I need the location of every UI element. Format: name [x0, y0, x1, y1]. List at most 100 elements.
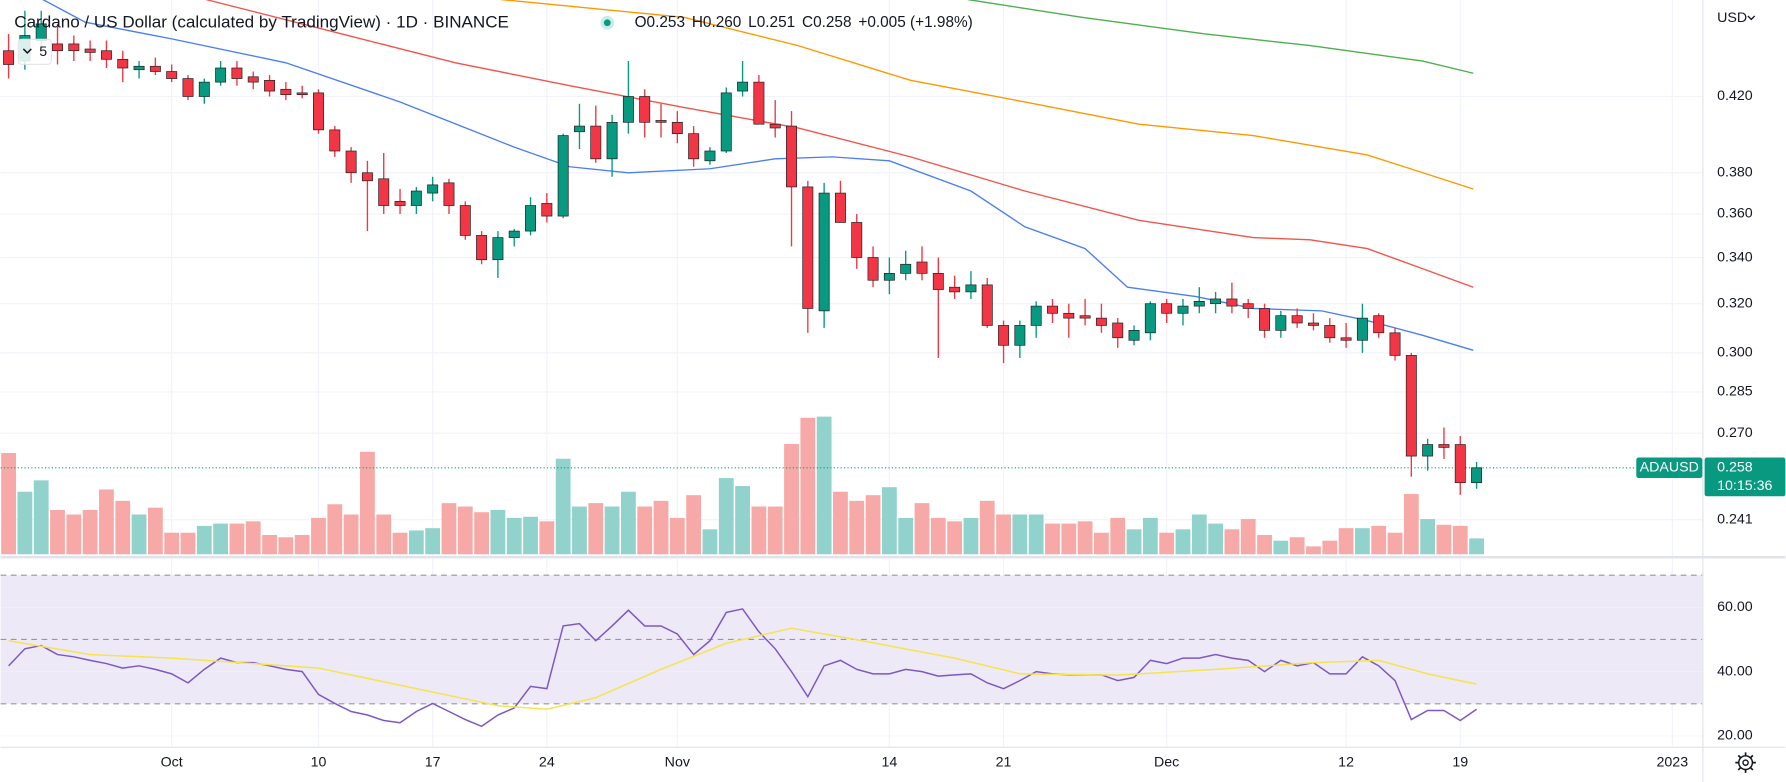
x-tick-label: Nov	[665, 754, 691, 770]
candle-body	[1275, 315, 1287, 331]
symbol-label: ADAUSD	[1640, 460, 1699, 476]
line-series	[8, 627, 1477, 710]
x-tick-label: 12	[1338, 754, 1354, 770]
volume-bar	[180, 532, 196, 555]
volume-bar	[360, 451, 375, 555]
chevron-icon	[22, 48, 32, 54]
volume-bar	[1322, 540, 1338, 555]
x-tick-label: Dec	[1154, 754, 1179, 770]
candle-body	[198, 81, 210, 97]
volume-bar	[1061, 523, 1077, 555]
volume-bar	[588, 503, 604, 555]
volume-bar	[457, 506, 473, 555]
candle-body	[1095, 317, 1107, 326]
volume-bar	[702, 529, 718, 555]
candle-body	[1112, 322, 1124, 339]
volume-bar	[1289, 537, 1305, 555]
candle-body	[394, 201, 406, 206]
candle-body	[1307, 322, 1319, 326]
volume-bar	[686, 495, 702, 555]
candle-body	[541, 203, 553, 217]
candle-body	[476, 235, 488, 261]
candle-body	[949, 286, 961, 293]
volume-bar	[735, 486, 750, 555]
x-tick-label: 21	[996, 754, 1012, 770]
x-tick-label: 10	[311, 754, 327, 770]
candle-body	[68, 43, 80, 52]
candle-body	[1030, 305, 1042, 326]
volume-bar	[800, 417, 816, 555]
moving-average-line	[205, 0, 1474, 288]
volume-bar	[1240, 519, 1256, 555]
volume-bar	[898, 517, 914, 555]
moving-average-line	[967, 0, 1474, 74]
volume-bar	[1028, 514, 1044, 555]
candle-body	[883, 273, 895, 281]
candle-body	[508, 230, 520, 238]
candle-body	[655, 120, 667, 123]
chart-title: Cardano / US Dollar (calculated by Tradi…	[14, 12, 509, 31]
volume-bar	[604, 506, 620, 555]
candle-body	[753, 81, 765, 125]
volume-bar	[229, 523, 245, 555]
volume-bar	[523, 516, 538, 555]
volume-bar	[1208, 523, 1223, 555]
moving-average-line	[501, 0, 1474, 190]
candle-body	[280, 88, 292, 96]
volume-bar	[539, 521, 555, 555]
candle-body	[851, 222, 863, 258]
volume-bar	[1436, 524, 1452, 555]
candle-body	[1226, 298, 1238, 307]
volume-bar	[996, 514, 1011, 555]
candle-body	[1356, 317, 1368, 341]
candle-body	[981, 284, 993, 326]
volume-bar	[66, 514, 82, 555]
x-tick-label: 19	[1452, 754, 1468, 770]
candle-body	[590, 125, 602, 160]
candle-body	[1014, 325, 1026, 346]
last-price-tag	[1704, 457, 1786, 497]
candle-body	[361, 172, 373, 182]
volume-bar	[1224, 529, 1240, 555]
candle-body	[1324, 325, 1336, 339]
volume-bar	[1469, 538, 1484, 555]
volume-bar	[1387, 532, 1403, 555]
gear-hub	[1742, 759, 1749, 766]
candle-body	[100, 50, 112, 60]
candle-body	[3, 50, 15, 65]
candle-body	[1128, 330, 1140, 341]
candle-body	[737, 81, 749, 92]
indicators-toggle[interactable]	[17, 38, 52, 65]
x-tick-label: 14	[881, 754, 897, 770]
volume-bar	[1094, 532, 1109, 555]
volume-bar	[1142, 517, 1158, 555]
volume-bar	[849, 500, 865, 555]
currency-label[interactable]: USD	[1717, 10, 1747, 26]
candle-body	[1422, 444, 1434, 457]
y-tick-label: 0.380	[1717, 165, 1753, 181]
volume-bar	[833, 491, 848, 555]
volume-bar	[1159, 532, 1175, 555]
candle-body	[133, 65, 145, 71]
candle-body	[166, 71, 178, 79]
candle-body	[247, 76, 259, 83]
volume-bar	[50, 509, 65, 555]
volume-bar	[1452, 525, 1468, 555]
candle-body	[427, 184, 439, 194]
candle-body	[1193, 300, 1205, 307]
y-tick-label: 0.320	[1717, 295, 1753, 311]
candle-body	[704, 150, 716, 162]
rsi-pane	[8, 608, 1477, 728]
volume-bar	[1126, 529, 1142, 555]
volume-bar	[33, 480, 49, 555]
candle-body	[492, 237, 504, 261]
volume-bar	[1110, 517, 1126, 555]
settings-icon[interactable]	[1735, 752, 1756, 773]
volume-bar	[343, 514, 359, 555]
volume-bar	[376, 514, 392, 555]
y-tick-label: 0.285	[1717, 384, 1753, 400]
volume-bar	[1420, 519, 1436, 555]
volume-bar	[294, 534, 310, 555]
volume-bar	[474, 512, 489, 555]
volume-bar	[115, 500, 131, 555]
